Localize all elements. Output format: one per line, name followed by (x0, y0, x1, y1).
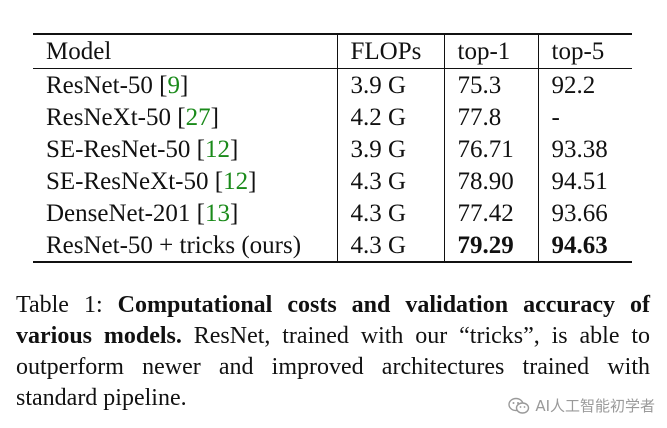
citation-link[interactable]: 9 (167, 71, 181, 99)
table-row: SE-ResNeXt-50 [12] 4.3 G 78.90 94.51 (33, 165, 632, 197)
top5-cell: 92.2 (537, 68, 632, 101)
flops-cell: 3.9 G (336, 133, 444, 165)
results-table-container: Model FLOPs top-1 top-5 ResNet-50 [9] 3.… (33, 33, 632, 263)
model-name: ResNeXt-50 (46, 103, 171, 131)
wechat-icon (508, 397, 530, 414)
model-name: SE-ResNeXt-50 (46, 167, 209, 195)
table-row: ResNet-50 + tricks (ours) 4.3 G 79.29 94… (33, 229, 632, 263)
top1-cell-best: 79.29 (443, 229, 538, 263)
citation-link[interactable]: 12 (223, 167, 249, 195)
model-cell: SE-ResNet-50 [12] (46, 135, 239, 163)
flops-cell: 4.2 G (336, 101, 444, 133)
model-cell: ResNet-50 [9] (46, 71, 189, 99)
results-table: Model FLOPs top-1 top-5 ResNet-50 [9] 3.… (33, 33, 632, 263)
top1-cell: 78.90 (443, 165, 538, 197)
caption-body-text: ResNet, trained with our “tricks”, is ab… (16, 323, 651, 411)
top1-cell: 77.42 (443, 197, 538, 229)
model-cell: SE-ResNeXt-50 [12] (46, 167, 257, 195)
watermark: AI人工智能初学者 (508, 395, 655, 416)
model-name: SE-ResNet-50 (46, 135, 191, 163)
table-row: DenseNet-201 [13] 4.3 G 77.42 93.66 (33, 197, 632, 229)
flops-cell: 4.3 G (336, 197, 444, 229)
flops-cell: 4.3 G (336, 165, 444, 197)
top1-cell: 75.3 (443, 68, 538, 101)
top5-cell: 93.38 (537, 133, 632, 165)
model-cell: ResNeXt-50 [27] (46, 103, 219, 131)
top1-cell: 76.71 (443, 133, 538, 165)
model-name: ResNet-50 (46, 71, 153, 99)
top5-cell: 94.51 (537, 165, 632, 197)
top1-cell: 77.8 (443, 101, 538, 133)
model-cell: DenseNet-201 [13] (46, 199, 239, 227)
citation-link[interactable]: 27 (185, 103, 211, 131)
table-row: ResNeXt-50 [27] 4.2 G 77.8 - (33, 101, 632, 133)
caption-label: Table 1: (16, 292, 103, 318)
header-top1: top-1 (443, 34, 538, 69)
model-cell: ResNet-50 + tricks (ours) (33, 229, 337, 263)
flops-cell: 4.3 G (336, 229, 444, 263)
table-header-row: Model FLOPs top-1 top-5 (33, 34, 632, 69)
citation-link[interactable]: 12 (205, 135, 230, 163)
header-flops: FLOPs (336, 34, 444, 69)
top5-cell-best: 94.63 (537, 229, 632, 263)
model-name: ResNet-50 + tricks (ours) (46, 231, 302, 259)
table-caption: Table 1: Computational costs and validat… (16, 290, 650, 414)
table-row: ResNet-50 [9] 3.9 G 75.3 92.2 (33, 68, 632, 101)
watermark-text: AI人工智能初学者 (535, 397, 655, 415)
table-row: SE-ResNet-50 [12] 3.9 G 76.71 93.38 (33, 133, 632, 165)
top5-cell: - (537, 101, 632, 133)
top5-cell: 93.66 (537, 197, 632, 229)
caption-bold-text: Computational costs and validation accur… (16, 292, 651, 349)
header-model: Model (46, 38, 112, 65)
header-top5: top-5 (537, 34, 632, 69)
model-name: DenseNet-201 (46, 199, 191, 227)
citation-link[interactable]: 13 (204, 199, 230, 227)
flops-cell: 3.9 G (336, 68, 444, 101)
